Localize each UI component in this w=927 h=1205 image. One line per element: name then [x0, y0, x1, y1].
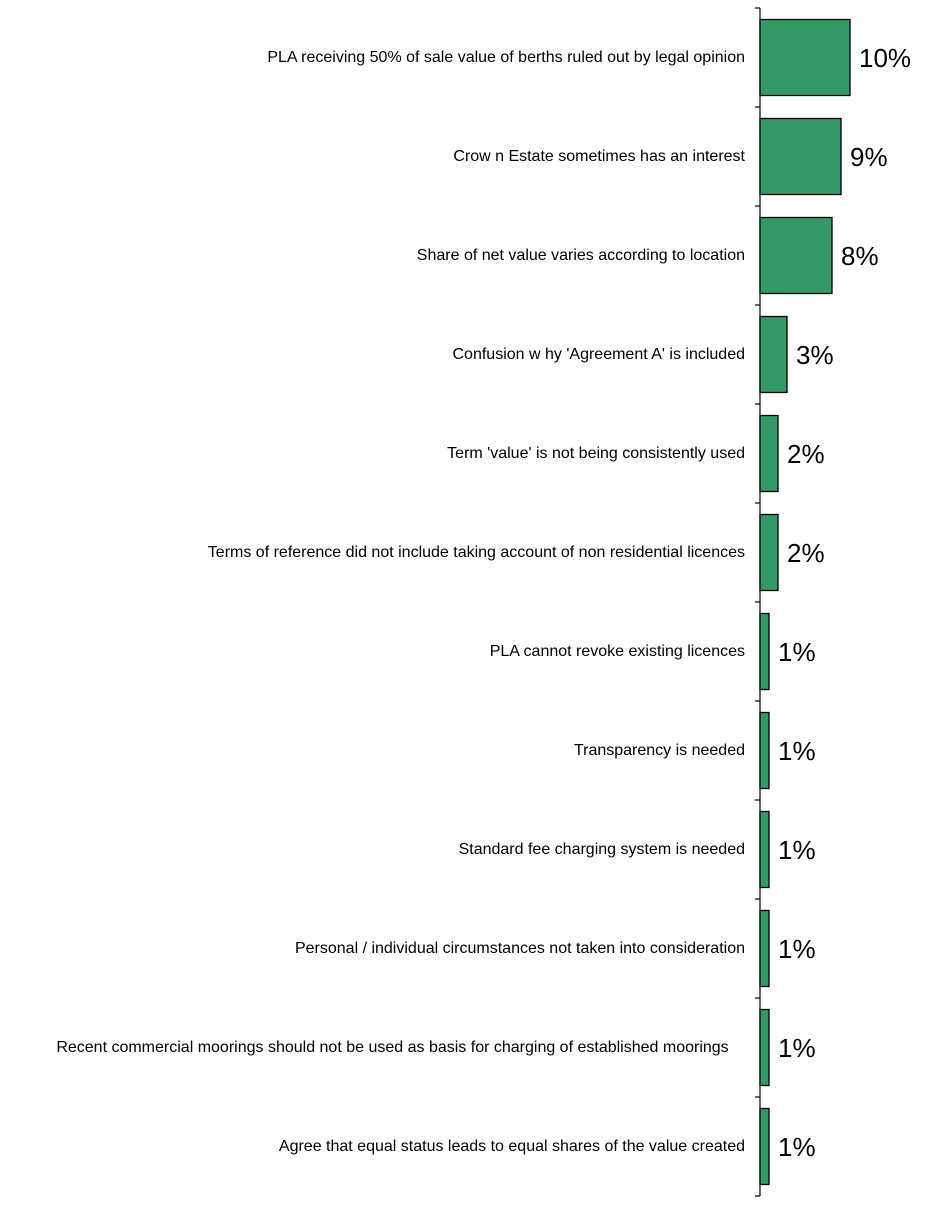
bar: [759, 909, 770, 988]
category-label: Crow n Estate sometimes has an interest: [453, 147, 745, 165]
category-label: Agree that equal status leads to equal s…: [278, 1137, 745, 1155]
value-label: 1%: [778, 735, 816, 766]
value-label: 1%: [778, 1032, 816, 1063]
category-label: PLA cannot revoke existing licences: [489, 642, 745, 660]
category-label: Confusion w hy 'Agreement A' is included: [452, 345, 746, 363]
bar: [759, 711, 770, 790]
bar: [759, 513, 779, 592]
category-label: Share of net value varies according to l…: [416, 246, 745, 264]
category-label: Term 'value' is not being consistently u…: [447, 444, 745, 462]
value-label: 8%: [841, 240, 879, 271]
value-label: 2%: [787, 438, 825, 469]
bar: [759, 216, 833, 295]
bar: [759, 117, 842, 196]
value-label: 9%: [850, 141, 888, 172]
bar: [759, 612, 770, 691]
category-label: Standard fee charging system is needed: [458, 840, 745, 858]
bar: [759, 810, 770, 889]
value-label: 10%: [859, 42, 912, 73]
value-label: 1%: [778, 1131, 816, 1162]
value-label: 1%: [778, 834, 816, 865]
category-label: Transparency is needed: [573, 741, 745, 759]
bar: [759, 315, 788, 394]
value-label: 2%: [787, 537, 825, 568]
value-label: 3%: [796, 339, 834, 370]
category-label: Personal / individual circumstances not …: [294, 939, 745, 957]
category-label: Recent commercial moorings should not be…: [56, 1038, 729, 1056]
bar: [759, 414, 779, 493]
bar: [759, 18, 851, 97]
category-label: Terms of reference did not include takin…: [207, 543, 745, 561]
category-label: PLA receiving 50% of sale value of berth…: [267, 48, 745, 66]
value-label: 1%: [778, 636, 816, 667]
bar: [759, 1107, 770, 1186]
bar: [759, 1008, 770, 1087]
value-label: 1%: [778, 933, 816, 964]
